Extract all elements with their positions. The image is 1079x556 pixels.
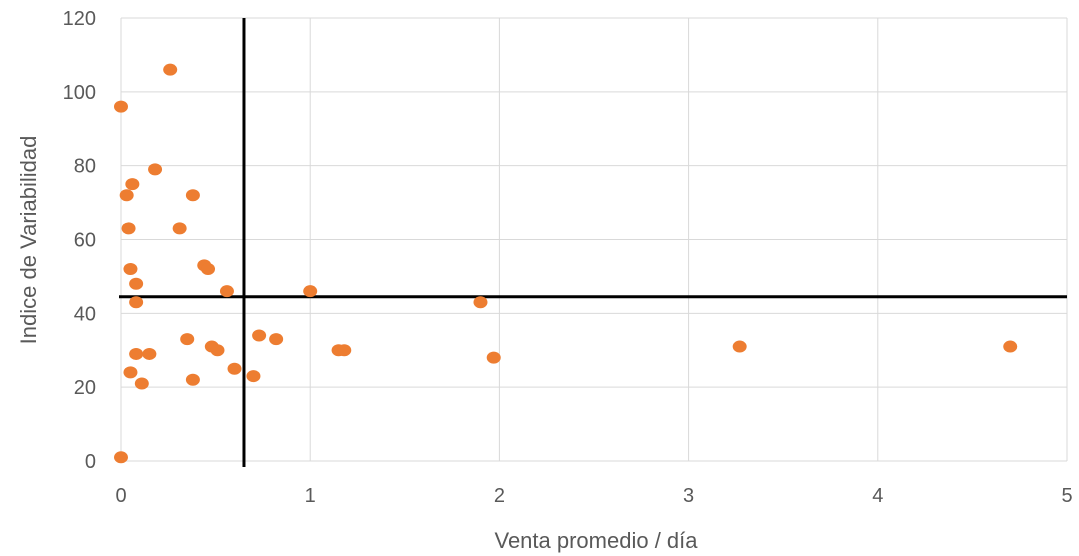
data-point	[732, 340, 747, 353]
x-tick-label: 4	[872, 485, 883, 507]
y-tick-label: 120	[63, 8, 96, 30]
data-point	[210, 344, 225, 357]
data-point	[337, 344, 352, 357]
data-point	[180, 333, 195, 346]
data-point	[129, 296, 144, 309]
y-tick-label: 40	[74, 303, 96, 325]
y-tick-label: 20	[74, 377, 96, 399]
x-tick-label: 5	[1061, 485, 1072, 507]
x-axis: 0 1 2 3 4 5	[115, 485, 1072, 507]
data-point	[125, 178, 140, 191]
data-point	[129, 277, 144, 290]
x-tick-label: 3	[683, 485, 694, 507]
data-point	[201, 263, 216, 276]
data-point	[114, 451, 128, 464]
reference-lines	[119, 18, 1067, 467]
data-point	[185, 189, 200, 202]
data-point	[119, 189, 134, 202]
data-point	[163, 63, 178, 76]
x-axis-title: Venta promedio / día	[494, 528, 698, 553]
data-point	[1003, 340, 1018, 353]
y-axis: 0 20 40 60 80 100 120	[63, 8, 96, 473]
data-point	[269, 333, 284, 346]
grid-lines	[120, 17, 1068, 462]
data-point	[227, 362, 242, 375]
data-point	[252, 329, 267, 342]
x-tick-label: 1	[305, 485, 316, 507]
data-point	[121, 222, 136, 235]
data-point	[123, 366, 138, 379]
data-point	[123, 263, 138, 276]
data-point	[129, 347, 144, 360]
data-point	[172, 222, 187, 235]
data-point	[219, 285, 234, 298]
data-point	[134, 377, 149, 390]
data-point	[486, 351, 501, 364]
data-point	[246, 370, 261, 383]
y-tick-label: 100	[63, 82, 96, 104]
data-point	[185, 373, 200, 386]
y-tick-label: 0	[85, 451, 96, 473]
data-point	[148, 163, 163, 176]
data-point	[303, 285, 318, 298]
data-point	[473, 296, 488, 309]
data-point	[142, 347, 157, 360]
data-points	[114, 63, 1018, 464]
x-tick-label: 2	[494, 485, 505, 507]
data-point	[114, 100, 128, 113]
y-tick-label: 60	[74, 230, 96, 252]
x-tick-label: 0	[115, 485, 126, 507]
y-axis-title: Indice de Variabilidad	[16, 136, 41, 345]
y-tick-label: 80	[74, 156, 96, 178]
